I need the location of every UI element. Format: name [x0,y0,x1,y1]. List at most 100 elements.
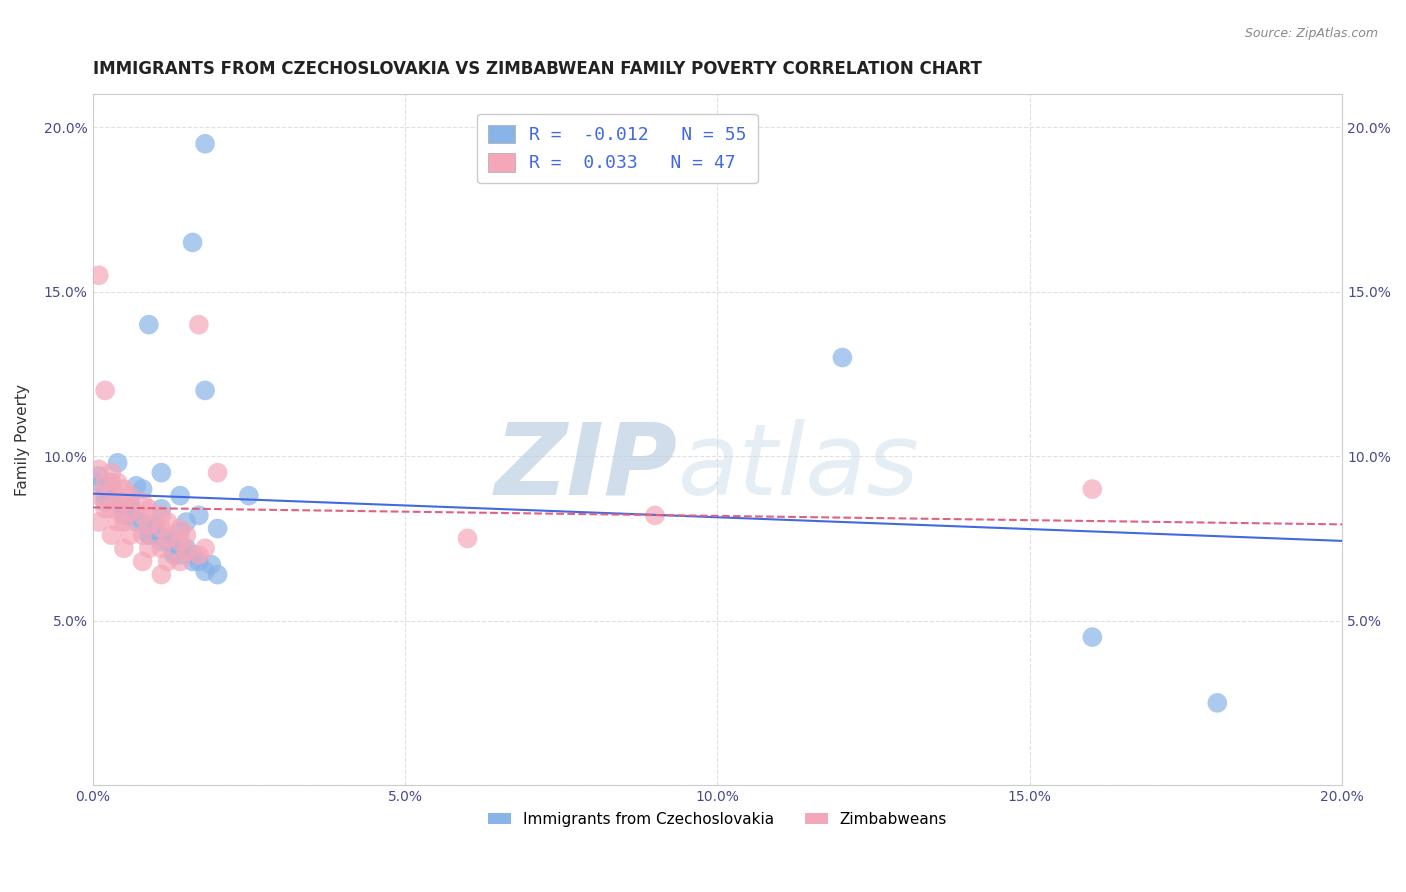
Point [150,534,173,549]
Point [207,567,229,582]
Point [163,538,186,552]
Point [131,495,153,509]
Point [187,548,209,562]
Point [156,532,179,546]
Point [87,475,110,490]
Point [120,505,142,519]
Point [1206,696,1229,710]
Point [150,567,173,582]
Point [150,466,173,480]
Point [194,564,217,578]
Point [207,466,229,480]
Point [120,489,142,503]
Point [94,495,117,509]
Point [163,548,186,562]
Point [100,475,122,490]
Point [131,508,153,523]
Point [169,548,191,562]
Point [112,482,135,496]
Point [112,541,135,556]
Point [150,508,173,523]
Point [131,515,153,529]
Point [94,501,117,516]
Point [143,528,166,542]
Point [150,541,173,556]
Point [120,528,142,542]
Point [87,469,110,483]
Point [107,456,129,470]
Point [181,235,204,250]
Point [581,136,603,151]
Point [187,318,209,332]
Point [187,508,209,523]
Point [831,351,853,365]
Point [100,501,122,516]
Point [143,522,166,536]
Legend: Immigrants from Czechoslovakia, Zimbabweans: Immigrants from Czechoslovakia, Zimbabwe… [482,805,953,833]
Point [156,534,179,549]
Point [150,501,173,516]
Point [87,515,110,529]
Point [94,489,117,503]
Point [156,554,179,568]
Point [169,554,191,568]
Point [94,475,117,490]
Point [107,491,129,506]
Point [1081,630,1104,644]
Point [100,489,122,503]
Point [176,541,198,556]
Point [131,482,153,496]
Point [125,515,148,529]
Point [112,515,135,529]
Point [644,508,666,523]
Point [187,554,209,568]
Point [457,532,479,546]
Point [143,518,166,533]
Point [94,384,117,398]
Point [112,508,135,523]
Text: IMMIGRANTS FROM CZECHOSLOVAKIA VS ZIMBABWEAN FAMILY POVERTY CORRELATION CHART: IMMIGRANTS FROM CZECHOSLOVAKIA VS ZIMBAB… [93,60,981,78]
Point [87,462,110,476]
Point [207,522,229,536]
Point [112,495,135,509]
Point [138,318,160,332]
Point [169,524,191,539]
Text: atlas: atlas [678,419,920,516]
Text: Source: ZipAtlas.com: Source: ZipAtlas.com [1244,27,1378,40]
Point [156,532,179,546]
Point [156,515,179,529]
Point [131,528,153,542]
Point [125,479,148,493]
Point [163,544,186,558]
Point [138,528,160,542]
Point [169,489,191,503]
Point [107,495,129,509]
Point [100,482,122,496]
Point [87,268,110,283]
Point [112,499,135,513]
Point [107,491,129,506]
Point [100,528,122,542]
Point [138,518,160,533]
Point [138,541,160,556]
Point [138,501,160,516]
Point [176,544,198,558]
Point [131,554,153,568]
Point [112,505,135,519]
Point [194,136,217,151]
Point [169,534,191,549]
Point [181,548,204,562]
Point [100,466,122,480]
Point [150,522,173,536]
Point [120,495,142,509]
Point [107,515,129,529]
Point [1081,482,1104,496]
Point [176,528,198,542]
Y-axis label: Family Poverty: Family Poverty [15,384,30,496]
Point [238,489,260,503]
Point [181,554,204,568]
Point [176,515,198,529]
Point [100,482,122,496]
Point [138,528,160,542]
Point [194,541,217,556]
